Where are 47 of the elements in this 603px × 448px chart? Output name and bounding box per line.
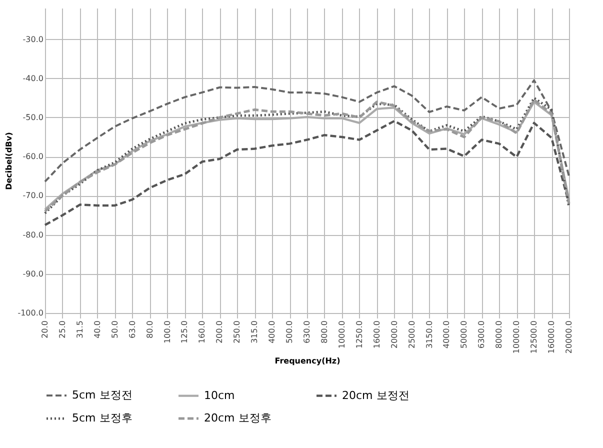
x-tick-label: 250.0 [232, 320, 242, 344]
legend-label: 20cm 보정전 [342, 388, 410, 402]
x-tick-label: 800.0 [320, 320, 329, 344]
x-tick-label: 1000.0 [337, 320, 346, 348]
x-tick-label: 3150.0 [424, 320, 434, 348]
y-tick-label: -40.0 [22, 74, 44, 83]
x-tick-label: 20.0 [40, 320, 50, 338]
x-tick-label: 25.0 [58, 320, 67, 338]
x-tick-label: 40.0 [92, 320, 102, 338]
y-tick-label: -50.0 [22, 112, 44, 122]
x-tick-label: 20000.0 [564, 320, 574, 354]
x-tick-label: 160.0 [198, 320, 207, 344]
y-tick-label: -90.0 [22, 269, 44, 278]
x-tick-label: 315.0 [250, 320, 260, 344]
legend-label: 10cm [204, 388, 235, 402]
x-tick-label: 50.0 [110, 320, 120, 338]
y-tick-label: -30.0 [22, 34, 44, 44]
legend-label: 5cm 보정전 [72, 388, 132, 402]
x-tick-label: 80.0 [145, 320, 154, 338]
x-tick-label: 31.5 [75, 320, 84, 338]
x-tick-label: 200.0 [215, 320, 224, 344]
legend-label: 5cm 보정후 [72, 412, 132, 424]
x-axis-title: Frequency(Hz) [274, 356, 340, 366]
x-tick-label: 630.0 [302, 320, 312, 344]
x-tick-label: 1250.0 [354, 320, 364, 348]
legend-label: 20cm 보정후 [204, 412, 272, 424]
y-tick-label: -80.0 [22, 230, 44, 240]
line-series [44, 79, 570, 183]
x-tick-label: 12500.0 [530, 320, 539, 354]
x-tick-label: 400.0 [268, 320, 277, 344]
y-tick-label: -60.0 [22, 152, 44, 162]
x-tick-label: 16000.0 [547, 320, 556, 354]
y-axis-title: Decibel(dBv) [4, 132, 14, 190]
x-tick-label: 5000.0 [460, 320, 469, 348]
x-tick-label: 125.0 [180, 320, 190, 344]
y-tick-label: -100.0 [18, 308, 44, 318]
x-tick-label: 4000.0 [442, 320, 452, 348]
x-tick-label: 100.0 [162, 320, 172, 344]
x-tick-label: 2000.0 [390, 320, 399, 348]
x-tick-label: 2500.0 [407, 320, 416, 348]
x-tick-label: 8000.0 [494, 320, 504, 348]
x-tick-label: 500.0 [285, 320, 294, 344]
x-tick-label: 10000.0 [512, 320, 522, 354]
x-tick-label: 63.0 [128, 320, 137, 338]
x-tick-label: 6300.0 [477, 320, 486, 348]
x-tick-label: 1600.0 [372, 320, 382, 348]
y-tick-label: -70.0 [22, 191, 44, 200]
